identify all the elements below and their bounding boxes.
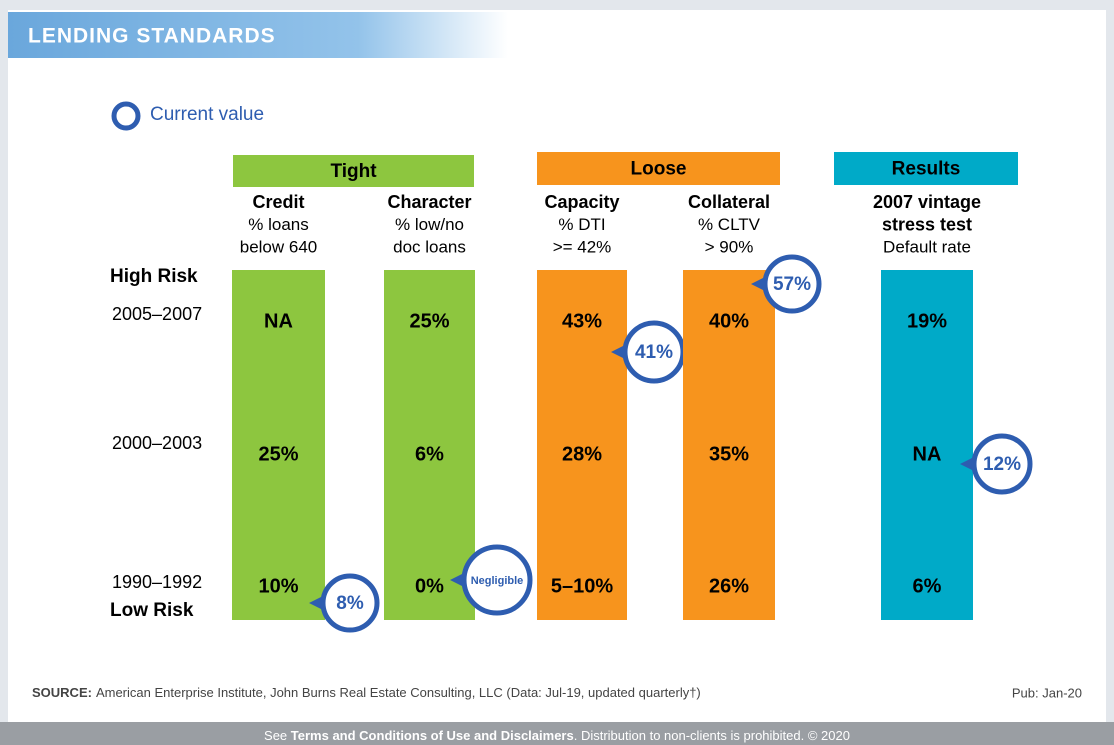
pub-date: Pub: Jan-20 <box>1012 685 1082 700</box>
column-subtitle: % loans <box>248 215 308 234</box>
footer-link[interactable]: Terms and Conditions of Use and Disclaim… <box>291 728 574 743</box>
group-label: Loose <box>631 159 687 180</box>
column-subtitle: % DTI <box>558 215 605 234</box>
current-value: 57% <box>773 274 811 295</box>
column-title: Collateral <box>688 192 770 212</box>
cell-value: 28% <box>562 443 602 465</box>
footer-before: See <box>264 728 291 743</box>
footer-after: . Distribution to non-clients is prohibi… <box>574 728 850 743</box>
current-value: 8% <box>336 593 364 614</box>
current-value-bubble <box>971 433 1033 495</box>
column-bar <box>384 270 475 620</box>
low-risk-label: Low Risk <box>110 600 194 621</box>
column-bar <box>537 270 627 620</box>
column-bar <box>683 270 775 620</box>
current-value-bubble <box>320 573 380 633</box>
column-title: Character <box>387 192 471 212</box>
cell-value: 0% <box>415 575 444 597</box>
current-value: Negligible <box>471 575 524 587</box>
cell-value: NA <box>913 443 942 465</box>
header-title: LENDING STANDARDS <box>28 25 276 48</box>
source-text: American Enterprise Institute, John Burn… <box>96 685 701 700</box>
cell-value: 40% <box>709 310 749 332</box>
period-label: 2005–2007 <box>112 304 202 324</box>
footer-text: See Terms and Conditions of Use and Disc… <box>264 728 850 743</box>
period-label: 1990–1992 <box>112 572 202 592</box>
column-subtitle: > 90% <box>705 237 754 256</box>
current-value-bubble <box>762 254 822 314</box>
group-header <box>233 155 474 187</box>
column-subtitle: below 640 <box>240 237 318 256</box>
current-value: 41% <box>635 342 673 363</box>
cell-value: 25% <box>409 310 449 332</box>
group-label: Results <box>892 159 961 180</box>
high-risk-label: High Risk <box>110 266 198 287</box>
column-subtitle: % low/no <box>395 215 464 234</box>
column-title: stress test <box>882 214 972 234</box>
period-label: 2000–2003 <box>112 433 202 453</box>
header-band <box>8 12 508 58</box>
column-title: 2007 vintage <box>873 192 981 212</box>
group-header <box>834 152 1018 185</box>
group-label: Tight <box>330 161 377 182</box>
footer-bar <box>0 722 1114 745</box>
source-label: SOURCE: <box>32 685 92 700</box>
cell-value: 25% <box>258 443 298 465</box>
group-header <box>537 152 780 185</box>
legend-label: Current value <box>150 104 264 125</box>
column-subtitle: doc loans <box>393 237 466 256</box>
cell-value: 19% <box>907 310 947 332</box>
cell-value: 26% <box>709 575 749 597</box>
cell-value: 6% <box>415 443 444 465</box>
cell-value: 43% <box>562 310 602 332</box>
source: SOURCE: American Enterprise Institute, Jo… <box>32 685 701 700</box>
cell-value: NA <box>264 310 293 332</box>
column-subtitle: % CLTV <box>698 215 761 234</box>
current-value-bubble <box>461 544 533 616</box>
column-bar <box>232 270 325 620</box>
column-title: Credit <box>252 192 304 212</box>
cell-value: 5–10% <box>551 575 613 597</box>
current-value: 12% <box>983 454 1021 475</box>
column-bar <box>881 270 973 620</box>
column-subtitle: Default rate <box>883 237 971 256</box>
cell-value: 35% <box>709 443 749 465</box>
cell-value: 10% <box>258 575 298 597</box>
column-subtitle: >= 42% <box>553 237 612 256</box>
cell-value: 6% <box>913 575 942 597</box>
legend-marker <box>111 101 141 131</box>
column-title: Capacity <box>544 192 619 212</box>
